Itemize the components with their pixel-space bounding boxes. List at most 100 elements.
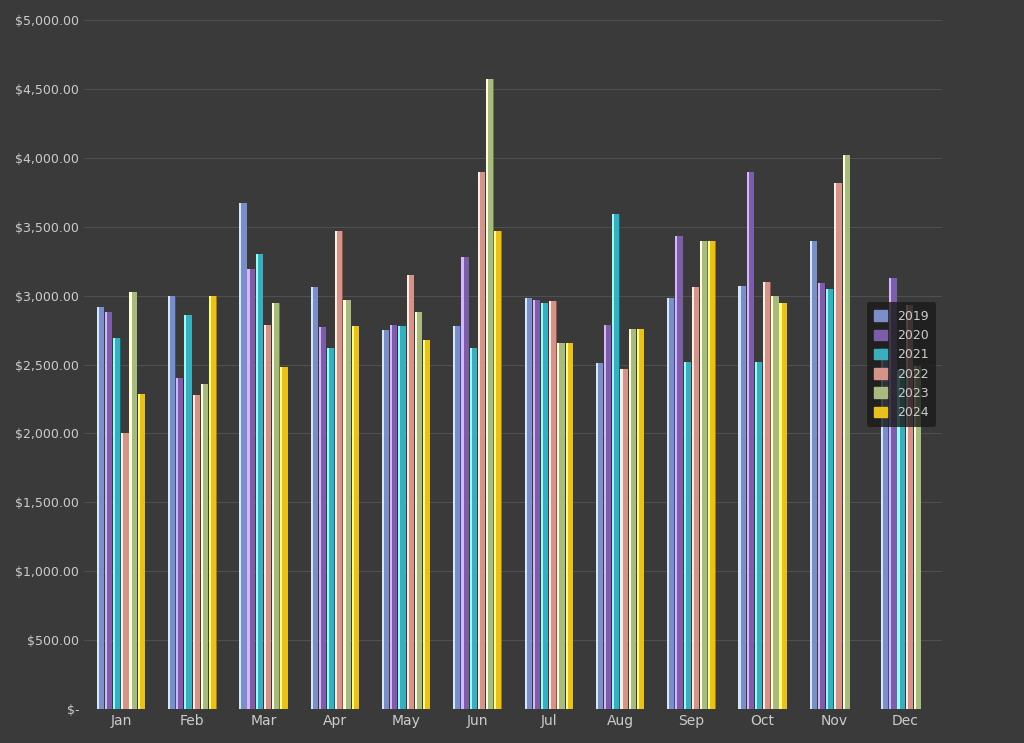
Bar bbox=[765, 282, 770, 709]
Bar bbox=[668, 299, 670, 709]
Bar bbox=[478, 172, 485, 709]
Bar bbox=[390, 325, 392, 709]
Bar bbox=[113, 338, 121, 709]
Bar bbox=[335, 231, 343, 709]
Bar bbox=[845, 155, 850, 709]
Bar bbox=[417, 312, 422, 709]
Bar bbox=[905, 305, 908, 709]
Bar bbox=[810, 241, 817, 709]
Bar bbox=[129, 291, 131, 709]
Bar bbox=[670, 299, 675, 709]
Bar bbox=[913, 366, 916, 709]
Bar bbox=[711, 241, 716, 709]
Bar bbox=[240, 204, 242, 709]
Bar bbox=[763, 282, 771, 709]
Bar bbox=[746, 172, 755, 709]
Bar bbox=[700, 241, 708, 709]
Bar bbox=[104, 312, 106, 709]
Bar bbox=[897, 370, 905, 709]
Bar bbox=[631, 328, 636, 709]
Bar bbox=[810, 241, 812, 709]
Bar bbox=[258, 254, 263, 709]
Bar bbox=[773, 296, 778, 709]
Bar bbox=[129, 291, 137, 709]
Bar bbox=[335, 231, 337, 709]
Bar bbox=[837, 183, 842, 709]
Bar bbox=[812, 241, 817, 709]
Bar bbox=[495, 231, 502, 709]
Bar bbox=[415, 312, 422, 709]
Bar bbox=[709, 241, 711, 709]
Bar bbox=[382, 330, 389, 709]
Bar bbox=[826, 289, 834, 709]
Bar bbox=[168, 296, 175, 709]
Bar bbox=[565, 343, 567, 709]
Bar bbox=[407, 275, 414, 709]
Bar bbox=[835, 183, 837, 709]
Bar bbox=[248, 270, 250, 709]
Bar bbox=[684, 362, 691, 709]
Bar bbox=[209, 296, 211, 709]
Legend: 2019, 2020, 2021, 2022, 2023, 2024: 2019, 2020, 2021, 2022, 2023, 2024 bbox=[867, 302, 936, 426]
Bar bbox=[464, 257, 469, 709]
Bar bbox=[488, 80, 494, 709]
Bar bbox=[614, 214, 620, 709]
Bar bbox=[702, 241, 708, 709]
Bar bbox=[462, 257, 469, 709]
Bar bbox=[193, 395, 195, 709]
Bar bbox=[826, 289, 828, 709]
Bar bbox=[629, 328, 631, 709]
Bar bbox=[559, 343, 564, 709]
Bar bbox=[274, 302, 280, 709]
Bar bbox=[905, 305, 913, 709]
Bar bbox=[549, 301, 551, 709]
Bar bbox=[738, 286, 740, 709]
Bar bbox=[351, 326, 353, 709]
Bar bbox=[524, 299, 532, 709]
Bar bbox=[549, 301, 557, 709]
Bar bbox=[400, 326, 406, 709]
Bar bbox=[264, 325, 266, 709]
Bar bbox=[407, 275, 409, 709]
Bar bbox=[604, 325, 606, 709]
Bar bbox=[248, 270, 255, 709]
Bar bbox=[312, 288, 317, 709]
Bar bbox=[497, 231, 502, 709]
Bar bbox=[178, 378, 183, 709]
Bar bbox=[113, 338, 115, 709]
Bar bbox=[557, 343, 559, 709]
Bar bbox=[700, 241, 702, 709]
Bar bbox=[692, 288, 694, 709]
Bar bbox=[900, 370, 905, 709]
Bar bbox=[409, 275, 414, 709]
Bar bbox=[98, 307, 103, 709]
Bar bbox=[532, 299, 541, 709]
Bar bbox=[746, 172, 749, 709]
Bar bbox=[621, 369, 628, 709]
Bar bbox=[526, 299, 531, 709]
Bar bbox=[771, 296, 779, 709]
Bar bbox=[170, 296, 175, 709]
Bar bbox=[692, 288, 699, 709]
Bar bbox=[612, 214, 620, 709]
Bar bbox=[598, 363, 603, 709]
Bar bbox=[881, 348, 889, 709]
Bar bbox=[755, 362, 763, 709]
Bar bbox=[532, 299, 535, 709]
Bar bbox=[738, 286, 746, 709]
Bar bbox=[621, 369, 623, 709]
Bar bbox=[913, 366, 922, 709]
Bar bbox=[684, 362, 686, 709]
Bar bbox=[478, 172, 480, 709]
Bar bbox=[310, 288, 318, 709]
Bar bbox=[121, 433, 129, 709]
Bar bbox=[757, 362, 762, 709]
Bar bbox=[462, 257, 464, 709]
Bar bbox=[835, 183, 842, 709]
Bar bbox=[755, 362, 757, 709]
Bar bbox=[541, 302, 543, 709]
Bar bbox=[486, 80, 488, 709]
Bar bbox=[779, 302, 781, 709]
Bar bbox=[524, 299, 526, 709]
Bar bbox=[184, 315, 186, 709]
